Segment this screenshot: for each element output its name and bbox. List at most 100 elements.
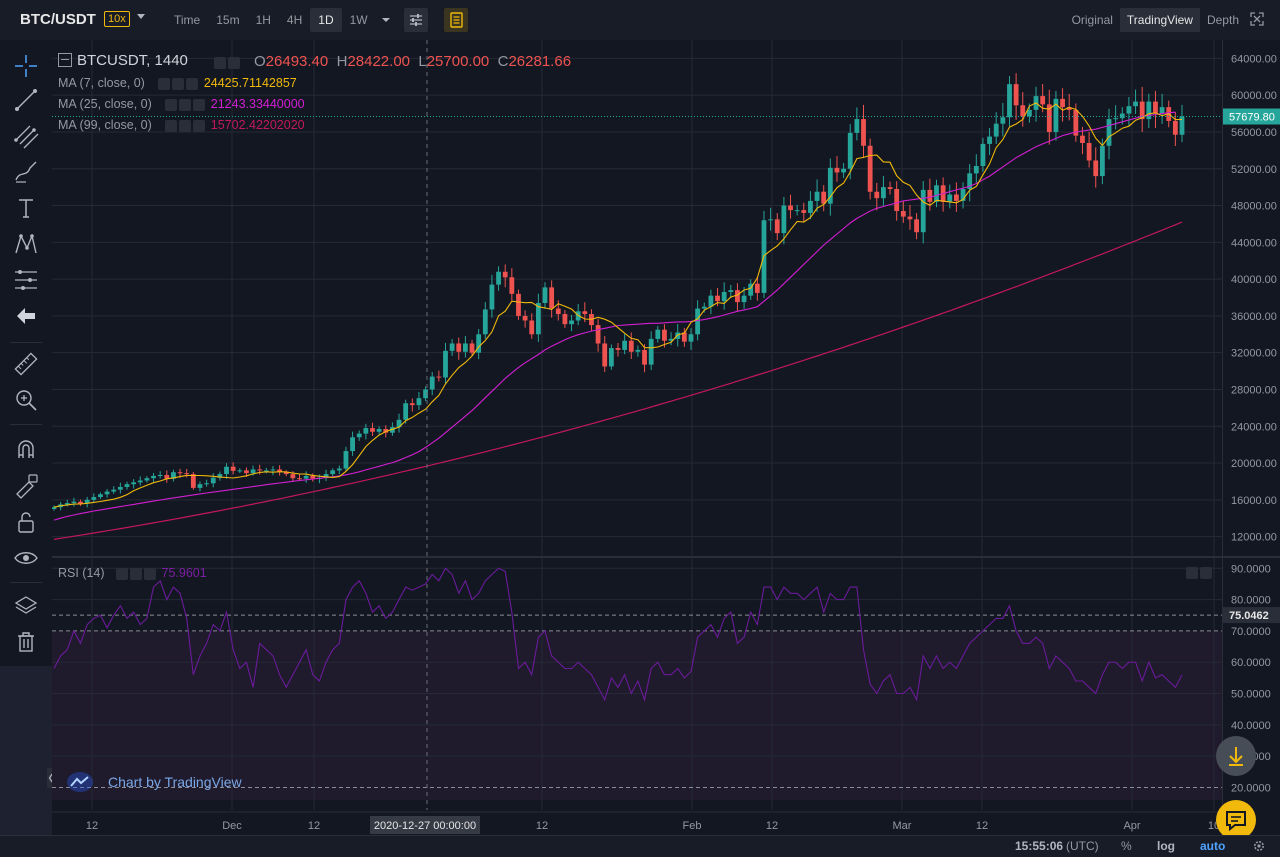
ruler-icon[interactable]: [12, 350, 40, 378]
candle-body: [874, 191, 880, 199]
fullscreen-icon[interactable]: [1250, 12, 1264, 26]
eye-icon[interactable]: [12, 544, 40, 572]
trash-icon[interactable]: [12, 628, 40, 656]
hide-icon[interactable]: [158, 77, 171, 90]
text-tool-icon[interactable]: [12, 194, 40, 222]
hide-icon[interactable]: [165, 119, 178, 132]
interval-dropdown-icon[interactable]: [374, 8, 398, 32]
pattern-tool-icon[interactable]: [12, 230, 40, 258]
candle-body: [1159, 107, 1165, 114]
layers-icon[interactable]: [12, 592, 40, 620]
log-toggle[interactable]: log: [1157, 839, 1175, 853]
scroll-to-latest-button[interactable]: [1216, 736, 1256, 776]
move-down-icon[interactable]: [1200, 566, 1212, 579]
candle-body: [735, 290, 740, 303]
move-up-icon[interactable]: [1186, 566, 1198, 579]
collapse-legend-icon[interactable]: [58, 53, 72, 67]
prediction-tool-icon[interactable]: [12, 266, 40, 294]
close-icon[interactable]: [193, 119, 206, 132]
price-axis[interactable]: 64000.00 60000.00 56000.00 52000.00 48000.00…: [1222, 40, 1280, 835]
leverage-badge[interactable]: 10x: [104, 11, 130, 27]
candle-body: [131, 482, 137, 485]
brush-icon[interactable]: [12, 158, 40, 186]
candle-body: [834, 167, 840, 173]
unlock-icon[interactable]: [12, 508, 40, 536]
hide-icon[interactable]: [165, 98, 178, 111]
chat-support-button[interactable]: [1216, 800, 1256, 840]
pane-buttons: [1186, 565, 1214, 579]
view-depth[interactable]: Depth: [1206, 13, 1239, 27]
gear-icon[interactable]: [179, 119, 192, 132]
view-tradingview[interactable]: TradingView: [1119, 8, 1200, 32]
candle-body: [934, 185, 939, 202]
price-tick-label: 44000.00: [1231, 237, 1277, 249]
candle-body: [900, 211, 906, 217]
candle-body: [1053, 98, 1059, 132]
settings-gear-icon[interactable]: [1252, 839, 1266, 853]
candle-body: [768, 219, 774, 221]
chart-list-icon[interactable]: [444, 8, 468, 32]
hide-icon[interactable]: [214, 56, 226, 69]
candle-body: [416, 398, 422, 406]
gear-icon[interactable]: [228, 56, 240, 69]
arrow-left-icon[interactable]: [12, 302, 40, 330]
candle-body: [456, 343, 462, 352]
lock-drawing-icon[interactable]: [12, 472, 40, 500]
candle-body: [204, 483, 210, 485]
candle-body: [217, 474, 223, 478]
interval-time[interactable]: Time: [174, 13, 201, 27]
gear-icon[interactable]: [130, 567, 143, 580]
crosshair-icon[interactable]: [12, 52, 40, 80]
candle-body: [157, 474, 163, 476]
gear-icon[interactable]: [179, 98, 192, 111]
candle-body: [993, 123, 999, 137]
interval-4h[interactable]: 4H: [286, 13, 303, 27]
candle-body: [370, 428, 375, 432]
view-original[interactable]: Original: [1071, 13, 1113, 27]
hide-icon[interactable]: [116, 567, 129, 580]
candle-body: [330, 470, 336, 475]
candle-body: [350, 437, 355, 452]
clock-time[interactable]: 15:55:06: [1015, 839, 1064, 853]
ma25-legend: MA (25, close, 0) 21243.33440000: [58, 97, 305, 111]
candle-body: [71, 501, 77, 504]
tradingview-watermark[interactable]: Chart by TradingView: [66, 771, 242, 793]
candle-body: [861, 119, 866, 146]
percent-toggle[interactable]: %: [1121, 839, 1132, 853]
close-icon[interactable]: [144, 567, 157, 580]
interval-15m[interactable]: 15m: [216, 13, 240, 27]
zoom-in-icon[interactable]: [12, 386, 40, 414]
price-tick-label: 56000.00: [1231, 127, 1277, 139]
close-icon[interactable]: [193, 98, 206, 111]
symbol-pair[interactable]: BTC/USDT: [20, 11, 96, 28]
ma25-line: [53, 111, 1176, 521]
candle-body: [1126, 106, 1132, 114]
candle-body: [1007, 84, 1012, 118]
trend-line-icon[interactable]: [12, 86, 40, 114]
interval-1h[interactable]: 1H: [255, 13, 271, 27]
indicator-settings-icon[interactable]: [404, 8, 428, 32]
chevron-down-icon[interactable]: [137, 14, 145, 19]
candle-body: [662, 329, 667, 341]
legend-buttons: [214, 55, 242, 69]
candle-body: [151, 475, 156, 479]
candle-body: [894, 188, 900, 212]
ma99-line: [53, 221, 1183, 540]
gear-icon[interactable]: [172, 77, 185, 90]
candle-body: [390, 427, 395, 433]
magnet-icon[interactable]: [12, 436, 40, 464]
interval-1d[interactable]: 1D: [310, 8, 342, 32]
candle-body: [336, 468, 342, 471]
candle-body: [622, 340, 628, 350]
interval-1w[interactable]: 1W: [349, 13, 368, 27]
candle-body: [363, 428, 369, 434]
ma7-legend: MA (7, close, 0) 24425.71142857: [58, 76, 297, 90]
candle-body: [748, 283, 754, 296]
close-icon[interactable]: [186, 77, 199, 90]
auto-toggle[interactable]: auto: [1200, 839, 1226, 853]
candle-body: [1066, 107, 1072, 110]
candle-body: [263, 470, 269, 472]
open-value: 26493.40: [265, 53, 329, 70]
fib-channel-icon[interactable]: [12, 122, 40, 150]
